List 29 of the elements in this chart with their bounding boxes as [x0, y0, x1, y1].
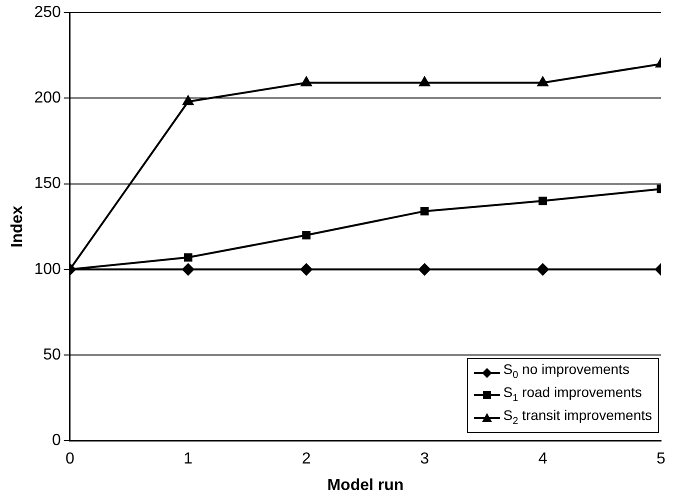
point — [538, 196, 547, 206]
y-tick-label: 0 — [52, 432, 61, 450]
point — [418, 263, 431, 276]
y-tick-label: 150 — [34, 175, 61, 192]
point — [182, 263, 194, 276]
point — [301, 76, 312, 86]
y-tick-label: 50 — [43, 346, 61, 364]
x-axis-title: Model run — [327, 476, 404, 494]
point — [302, 230, 311, 240]
x-tick-label: 5 — [656, 450, 666, 468]
point — [420, 207, 429, 216]
x-tick-label: 1 — [184, 450, 193, 468]
point — [419, 76, 430, 86]
y-tick-label: 200 — [34, 90, 61, 107]
legend-label: S$_{1}$ road improvements — [503, 384, 642, 406]
x-tick-label: 3 — [420, 450, 430, 468]
x-tick-label: 2 — [302, 450, 311, 468]
point — [537, 76, 548, 86]
point — [536, 263, 549, 276]
point — [184, 253, 192, 262]
y-tick-label: 250 — [34, 4, 61, 22]
point — [182, 96, 194, 106]
point — [300, 263, 312, 276]
x-tick-label: 4 — [538, 450, 548, 468]
legend-label: S$_{0}$ no improvements — [503, 361, 630, 383]
y-tick-label: 100 — [34, 260, 61, 278]
y-axis-title: Index — [9, 206, 26, 248]
legend-label: S$_{2}$ transit improvements — [503, 406, 652, 429]
x-tick-label: 0 — [65, 450, 74, 468]
